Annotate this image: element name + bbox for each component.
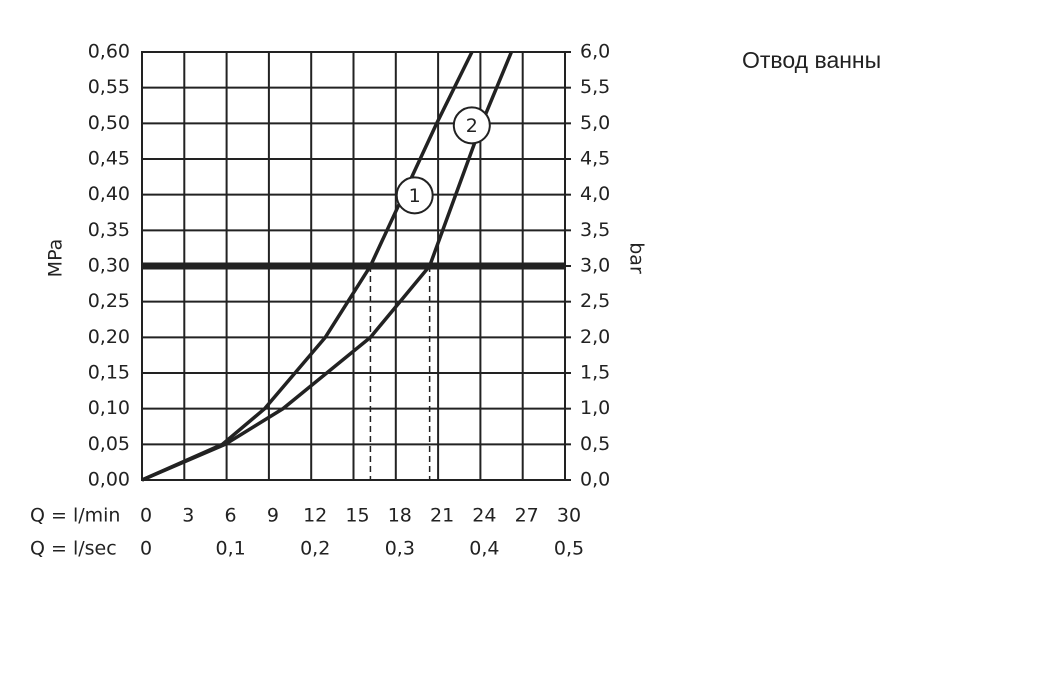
y-tick-label: 0,05	[88, 433, 130, 455]
x2-tick-label: 0,4	[469, 538, 499, 560]
x-tick-label: 6	[225, 505, 237, 527]
y-axis-label: MPa	[45, 239, 67, 278]
y-tick-label: 0,35	[88, 219, 130, 241]
x2-tick-label: 0,1	[215, 538, 245, 560]
y-tick-label: 0,40	[88, 183, 130, 205]
y-tick-label: 0,50	[88, 112, 130, 134]
y2-tick-label: 1,0	[580, 397, 610, 419]
x-tick-label: 9	[267, 505, 279, 527]
y2-tick-label: 6,0	[580, 41, 610, 63]
y2-tick-label: 5,5	[580, 76, 610, 98]
x-tick-label: 12	[303, 505, 327, 527]
x2-tick-label: 0	[140, 538, 152, 560]
x-tick-label: 21	[430, 505, 454, 527]
series-label-circle	[395, 176, 434, 215]
y2-tick-label: 1,5	[580, 362, 610, 384]
y-tick-label: 0,55	[88, 76, 130, 98]
y-tick-label: 0,45	[88, 148, 130, 170]
y2-tick-label: 3,5	[580, 219, 610, 241]
plot-frame	[141, 51, 566, 481]
x2-axis-label: Q = l/sec	[30, 538, 117, 560]
x-tick-label: 27	[515, 505, 539, 527]
y2-axis-label: bar	[626, 242, 648, 274]
y-tick-label: 0,00	[88, 469, 130, 491]
x-tick-label: 24	[472, 505, 496, 527]
x-tick-label: 15	[345, 505, 369, 527]
y2-tick-label: 4,5	[580, 148, 610, 170]
x-tick-label: 3	[182, 505, 194, 527]
series-label: 1	[409, 185, 421, 207]
y-tick-label: 0,30	[88, 255, 130, 277]
x-tick-label: 0	[140, 505, 152, 527]
y2-tick-label: 0,0	[580, 469, 610, 491]
y2-tick-label: 2,0	[580, 326, 610, 348]
series-label: 2	[466, 115, 478, 137]
x-tick-label: 18	[388, 505, 412, 527]
y2-tick-label: 2,5	[580, 290, 610, 312]
y2-tick-label: 5,0	[580, 112, 610, 134]
x-axis-label: Q = l/min	[30, 505, 120, 527]
y2-tick-label: 4,0	[580, 183, 610, 205]
x2-tick-label: 0,5	[554, 538, 584, 560]
series-label-circle	[452, 106, 491, 145]
chart-title: Отвод ванны	[742, 47, 881, 73]
y2-tick-label: 3,0	[580, 255, 610, 277]
y-tick-label: 0,60	[88, 41, 130, 63]
x2-tick-label: 0,3	[385, 538, 415, 560]
y-tick-label: 0,15	[88, 362, 130, 384]
y2-tick-label: 0,5	[580, 433, 610, 455]
y-tick-label: 0,20	[88, 326, 130, 348]
x-tick-label: 30	[557, 505, 581, 527]
y-tick-label: 0,10	[88, 397, 130, 419]
x2-tick-label: 0,2	[300, 538, 330, 560]
y-tick-label: 0,25	[88, 290, 130, 312]
